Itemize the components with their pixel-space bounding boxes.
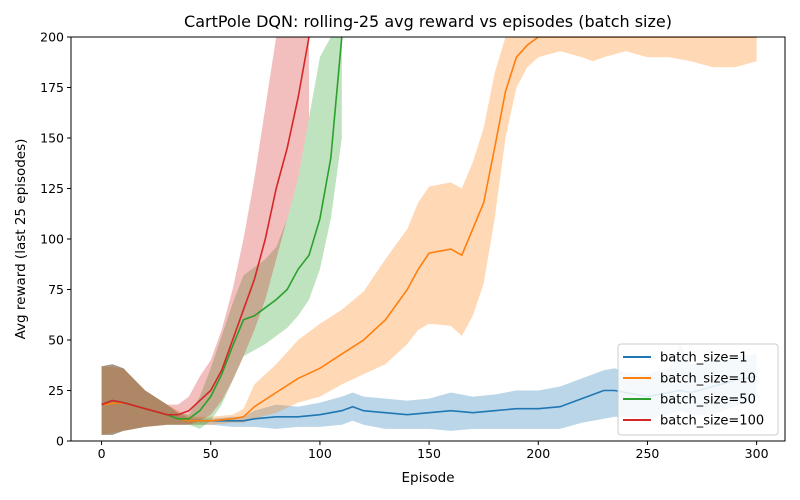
y-tick-label: 100 xyxy=(40,232,64,247)
x-tick-label: 300 xyxy=(745,446,769,461)
y-tick-label: 50 xyxy=(48,333,64,348)
x-tick-label: 200 xyxy=(526,446,550,461)
plot-area: 0 50 100 150 200 250 300 0 25 50 75 100 125 150 175 20… xyxy=(40,30,786,461)
y-tick-label: 200 xyxy=(40,30,64,45)
legend-label-batch-size-1: batch_size=1 xyxy=(660,351,748,366)
band-batch-size-10 xyxy=(101,37,757,435)
y-axis: 0 25 50 75 100 125 150 175 200 xyxy=(40,30,71,449)
x-tick-label: 150 xyxy=(417,446,441,461)
y-tick-label: 75 xyxy=(48,282,64,297)
series-line-batch-size-10 xyxy=(101,37,757,422)
x-axis: 0 50 100 150 200 250 300 xyxy=(98,441,769,461)
y-tick-label: 175 xyxy=(40,80,64,95)
legend-label-batch-size-100: batch_size=100 xyxy=(660,414,764,429)
y-axis-label: Avg reward (last 25 episodes) xyxy=(13,139,29,340)
legend-label-batch-size-50: batch_size=50 xyxy=(660,393,756,408)
legend-box xyxy=(617,343,779,436)
y-tick-label: 0 xyxy=(56,434,64,449)
y-tick-label: 25 xyxy=(48,383,64,398)
x-tick-label: 100 xyxy=(308,446,332,461)
x-tick-label: 250 xyxy=(636,446,660,461)
x-tick-label: 0 xyxy=(98,446,106,461)
chart-title: CartPole DQN: rolling-25 avg reward vs e… xyxy=(184,12,672,31)
legend-label-batch-size-10: batch_size=10 xyxy=(660,372,756,387)
legend: batch_size=1 batch_size=10 batch_size=50ba… xyxy=(617,343,779,436)
band-batch-size-50 xyxy=(101,37,342,435)
x-tick-label: 50 xyxy=(203,446,219,461)
y-tick-label: 125 xyxy=(40,181,64,196)
band-batch-size-100 xyxy=(101,37,309,435)
y-tick-label: 150 xyxy=(40,131,64,146)
series-line-batch-size-100 xyxy=(101,37,310,416)
x-axis-label: Episode xyxy=(401,470,454,486)
band-batch-size-1 xyxy=(101,344,757,435)
